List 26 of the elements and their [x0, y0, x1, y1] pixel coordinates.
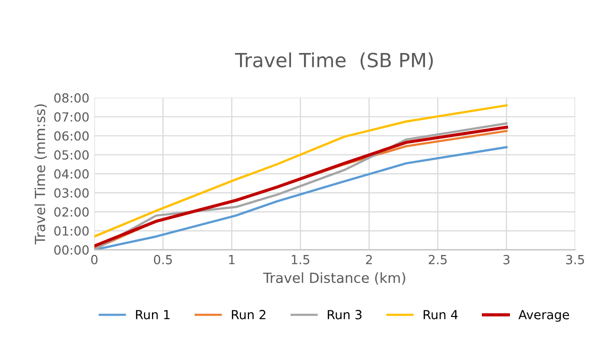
- legend-label: Run 4: [424, 310, 458, 320]
- y-tick-label: 02:00: [54, 207, 89, 217]
- y-tick-label: 03:00: [54, 188, 89, 198]
- y-tick-label: 00:00: [54, 245, 89, 255]
- x-tick-label: 1: [229, 255, 235, 264]
- x-tick-label: 1.5: [292, 255, 310, 264]
- x-tick-label: 0: [91, 254, 98, 264]
- legend-label: Run 1: [136, 310, 170, 320]
- line-series: [94, 104, 508, 238]
- y-tick-label: 08:00: [54, 93, 89, 103]
- y-tick-label: 06:00: [54, 131, 89, 141]
- x-tick-label: 2: [366, 254, 372, 264]
- y-tick-label: 01:00: [54, 226, 89, 236]
- x-tick-label: 3.5: [566, 254, 584, 264]
- x-tick-label: 2.5: [428, 254, 447, 264]
- x-axis-title: Travel Distance (km): [263, 272, 406, 285]
- legend-label: Run 2: [232, 310, 266, 320]
- chart-title: Travel Time (SB PM): [234, 52, 433, 70]
- y-tick-label: 05:00: [54, 150, 89, 160]
- y-tick-label: 07:00: [54, 112, 89, 122]
- y-tick-label: 04:00: [54, 169, 89, 179]
- legend-label: Run 3: [328, 310, 362, 320]
- legend-label: Average: [518, 310, 570, 322]
- y-axis-title: Travel Time (mm:ss): [34, 104, 47, 244]
- x-tick-label: 3: [503, 254, 510, 264]
- x-tick-label: 0.5: [154, 254, 172, 264]
